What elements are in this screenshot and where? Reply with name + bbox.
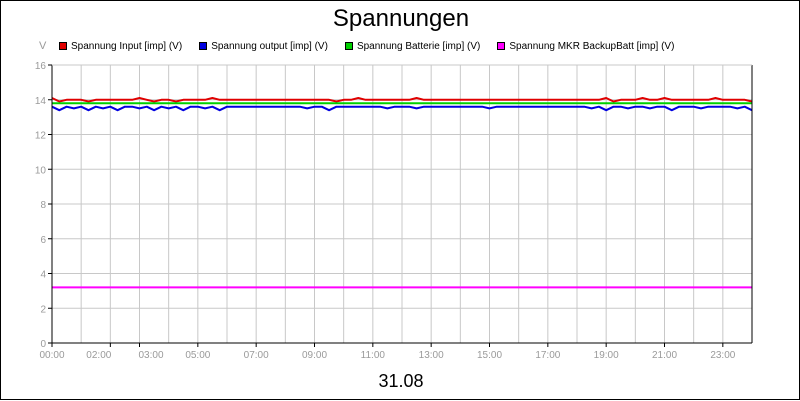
y-tick-label: 12	[35, 131, 47, 142]
y-tick-label: 6	[40, 235, 46, 246]
legend-item: Spannung Batterie [imp] (V)	[344, 40, 481, 52]
y-tick-label: 14	[35, 96, 47, 107]
y-tick-label: 10	[35, 165, 47, 176]
legend-swatch	[344, 42, 353, 50]
legend-item: Spannung MKR BackupBatt [imp] (V)	[497, 41, 674, 52]
legend-label: Spannung output [imp] (V)	[211, 40, 328, 52]
x-tick-label: 21:00	[652, 350, 677, 361]
legend-label: Spannung Batterie [imp] (V)	[356, 40, 481, 52]
y-tick-label: 8	[40, 200, 46, 211]
x-tick-label: 05:00	[185, 350, 210, 361]
legend-label: Spannung Input [imp] (V)	[71, 40, 183, 52]
legend-label: Spannung MKR BackupBatt [imp] (V)	[509, 40, 675, 52]
y-tick-label: 0	[40, 339, 46, 350]
x-axis-date-label: 31.08	[378, 371, 424, 391]
y-tick-label: 2	[40, 304, 46, 315]
x-tick-label: 03:00	[139, 350, 164, 361]
x-tick-label: 07:00	[244, 350, 269, 361]
series-line-2	[51, 105, 753, 112]
x-tick-label: 23:00	[710, 350, 735, 361]
chart-legend: Spannung Input [imp] (V) Spannung output …	[59, 39, 691, 53]
x-tick-label: 09:00	[302, 350, 327, 361]
chart-title: Spannungen	[332, 5, 470, 32]
x-tick-label: 15:00	[477, 350, 502, 361]
x-tick-label: 02:00	[86, 350, 111, 361]
legend-item: Spannung output [imp] (V)	[199, 41, 328, 52]
legend-swatch	[59, 42, 67, 50]
legend-item: Spannung Input [imp] (V)	[59, 41, 182, 52]
series-line-1	[51, 97, 753, 103]
legend-swatch	[497, 42, 506, 50]
x-tick-label: 19:00	[594, 350, 619, 361]
x-tick-label: 00:00	[39, 350, 64, 361]
y-tick-label: 4	[40, 270, 46, 281]
legend-swatch	[199, 42, 208, 50]
x-tick-label: 11:00	[361, 350, 386, 361]
y-tick-label: 16	[35, 61, 47, 72]
x-tick-label: 13:00	[419, 350, 444, 361]
y-axis-unit-label: V	[39, 40, 47, 52]
x-tick-label: 17:00	[535, 350, 560, 361]
